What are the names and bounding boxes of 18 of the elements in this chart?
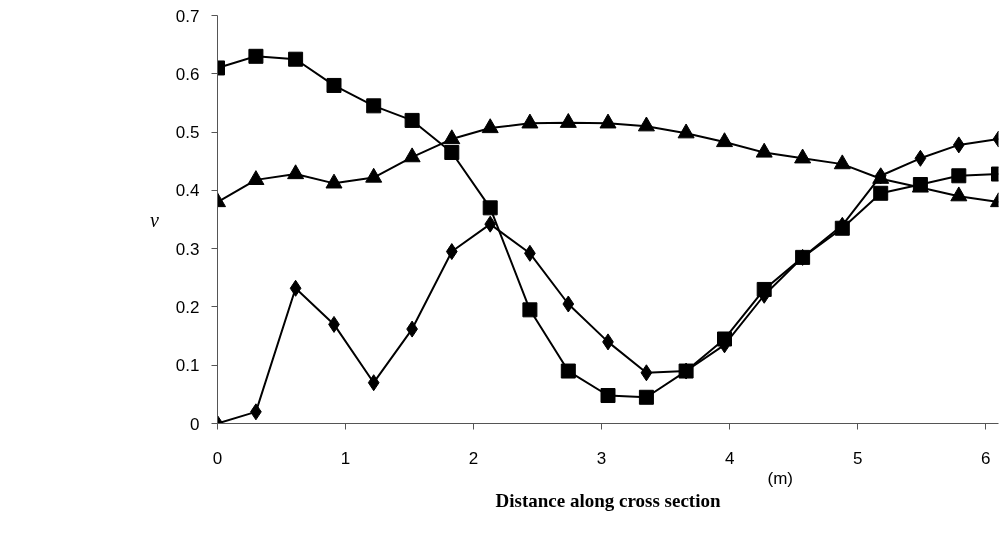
x-tick-label: 5 [852,448,863,468]
y-tick-label: 0.7 [175,6,200,26]
x-tick-label: 0 [212,448,223,468]
y-tick-label: 0 [190,414,200,434]
y-tick-label: 0.4 [175,181,200,201]
y-tick-label: 0.3 [175,239,200,259]
y-tick-label: 0.6 [175,64,200,84]
x-tick-label: 2 [468,448,479,468]
y-tick-label: 0.1 [175,356,200,376]
x-tick-label: 1 [340,448,351,468]
y-tick-label: 0.5 [175,123,200,143]
text: (m) [767,468,793,488]
x-tick-label: 4 [724,448,735,468]
x-tick-label: 3 [596,448,607,468]
x-axis-title: Distance along cross section [495,489,721,511]
y-axis-title: v [149,208,159,231]
y-tick-label: 0.2 [175,297,200,317]
x-tick-label: 6 [980,448,991,468]
